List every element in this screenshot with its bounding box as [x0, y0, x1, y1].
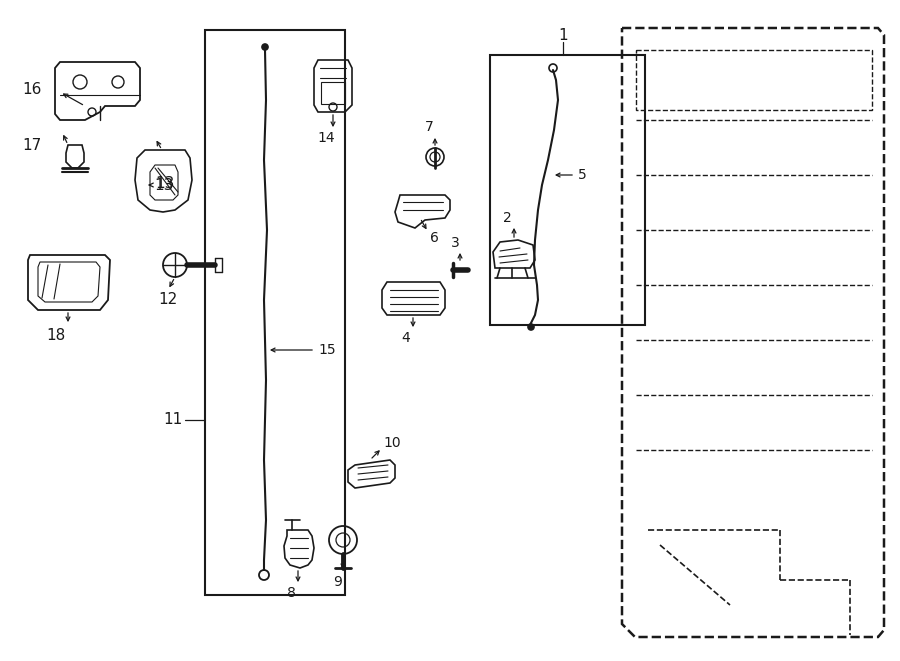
- Text: 15: 15: [318, 343, 336, 357]
- Bar: [321, 82, 345, 104]
- Text: 14: 14: [317, 131, 335, 145]
- Text: 9: 9: [334, 575, 342, 589]
- Text: 13: 13: [155, 176, 175, 190]
- Text: 4: 4: [401, 331, 410, 345]
- Text: 5: 5: [578, 168, 587, 182]
- Text: 3: 3: [451, 236, 459, 250]
- Circle shape: [528, 324, 534, 330]
- Text: 12: 12: [158, 293, 177, 307]
- Text: 18: 18: [47, 327, 66, 342]
- Text: 8: 8: [286, 586, 295, 600]
- Text: 17: 17: [22, 137, 41, 153]
- Text: 13: 13: [154, 178, 174, 192]
- Text: 16: 16: [22, 83, 41, 98]
- Text: 10: 10: [383, 436, 400, 450]
- Circle shape: [262, 44, 268, 50]
- Bar: [205, 30, 345, 595]
- Text: 11: 11: [164, 412, 183, 428]
- Text: 7: 7: [425, 120, 434, 134]
- Text: 6: 6: [430, 231, 439, 245]
- Text: 1: 1: [558, 28, 568, 44]
- Bar: [490, 55, 645, 325]
- Text: 2: 2: [502, 211, 511, 225]
